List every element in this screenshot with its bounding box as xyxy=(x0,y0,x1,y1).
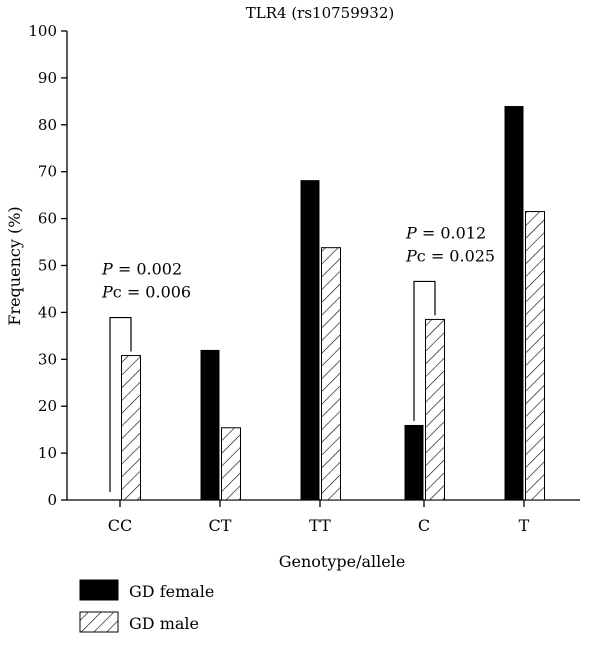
y-tick-label: 40 xyxy=(38,303,57,321)
x-tick-label: CT xyxy=(209,516,232,535)
legend-swatch-gd-female xyxy=(79,579,119,601)
bar-gd-male-t xyxy=(525,211,545,501)
y-tick-label: 100 xyxy=(28,22,57,40)
y-tick-label: 20 xyxy=(38,397,57,415)
y-tick-label: 90 xyxy=(38,69,57,87)
p-value-label: P = 0.002 xyxy=(101,260,182,279)
y-tick-label: 10 xyxy=(38,444,57,462)
significance-bracket xyxy=(413,280,436,421)
p-value-label: P = 0.012 xyxy=(405,223,486,242)
bar-gd-male-c xyxy=(425,318,445,501)
bar-gd-male-cc xyxy=(121,355,141,501)
pc-value-label: Pc = 0.025 xyxy=(405,246,495,265)
pc-value-label: Pc = 0.006 xyxy=(101,283,191,302)
y-tick-label: 70 xyxy=(38,163,57,181)
legend-swatch-gd-male xyxy=(79,611,119,633)
y-tick-label: 60 xyxy=(38,210,57,228)
x-tick-label: CC xyxy=(108,516,132,535)
y-tick-label: 30 xyxy=(38,350,57,368)
y-tick-label: 80 xyxy=(38,116,57,134)
significance-bracket xyxy=(109,316,132,492)
legend-label-gd-male: GD male xyxy=(129,614,199,633)
x-tick-label: C xyxy=(418,516,430,535)
x-tick-label: T xyxy=(519,516,530,535)
chart-title: TLR4 (rs10759932) xyxy=(246,4,395,22)
y-tick-label: 50 xyxy=(38,257,57,275)
y-tick-label: 0 xyxy=(47,491,57,509)
y-axis-title: Frequency (%) xyxy=(5,206,24,325)
bar-gd-female-ct xyxy=(200,349,220,500)
bar-gd-male-ct xyxy=(221,427,241,501)
bar-gd-female-c xyxy=(404,424,424,500)
bar-gd-female-tt xyxy=(300,180,320,500)
legend: GD female GD male xyxy=(79,579,214,633)
legend-label-gd-female: GD female xyxy=(129,582,214,601)
bar-gd-female-t xyxy=(504,106,524,500)
x-axis-title: Genotype/allele xyxy=(279,552,406,571)
x-tick-label: TT xyxy=(309,516,331,535)
bar-gd-male-tt xyxy=(321,247,341,501)
